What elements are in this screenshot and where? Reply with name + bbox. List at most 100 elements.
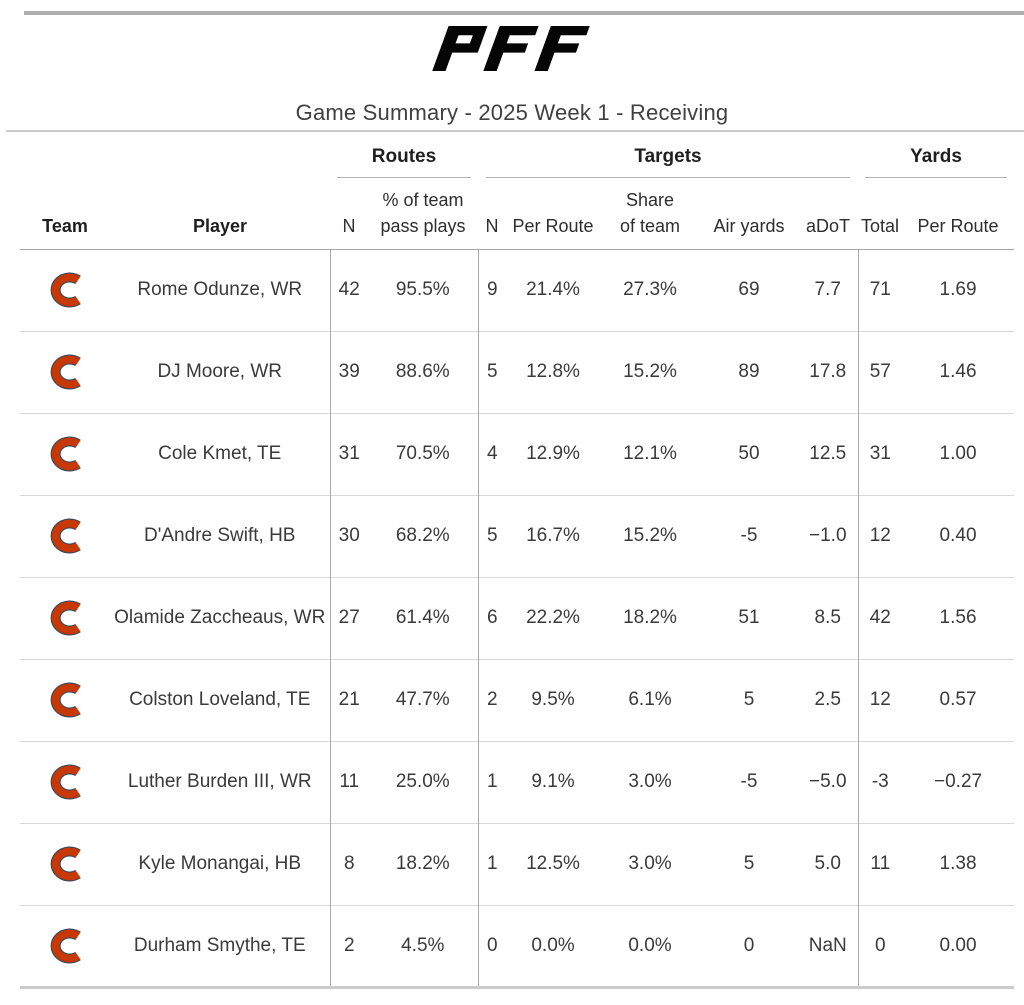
cell-routes-n: 31 xyxy=(329,412,368,495)
cell-yards-per-route: 0.00 xyxy=(902,904,1015,987)
cell-player: Colston Loveland, TE xyxy=(110,658,330,741)
cell-target-share: 0.0% xyxy=(600,904,700,987)
column-header-adot: aDoT xyxy=(798,178,859,250)
column-header-yards-per-route: Per Route xyxy=(902,178,1015,250)
cell-adot: 12.5 xyxy=(798,412,859,495)
cell-adot: −1.0 xyxy=(798,494,859,577)
cell-targets-n: 9 xyxy=(477,249,506,331)
cell-yards-total: 12 xyxy=(857,658,903,741)
cell-routes-n: 42 xyxy=(329,249,368,331)
pff-logo xyxy=(0,26,1024,71)
cell-target-share: 3.0% xyxy=(600,822,700,905)
table-row: Durham Smythe, TE 2 4.5% 0 0.0% 0.0% 0 N… xyxy=(20,904,1015,987)
cell-routes-pct: 88.6% xyxy=(368,330,478,413)
cell-yards-per-route: 1.69 xyxy=(939,279,977,300)
cell-air-yards: -5 xyxy=(700,494,798,577)
cell-yards-total: -3 xyxy=(857,740,903,823)
table-row: Kyle Monangai, HB 8 18.2% 1 12.5% 3.0% 5… xyxy=(20,822,1015,905)
cell-routes-n: 30 xyxy=(329,494,368,577)
cell-routes-n: 8 xyxy=(329,822,368,905)
cell-team-logo xyxy=(20,822,110,905)
cell-player: Olamide Zaccheaus, WR xyxy=(110,576,330,659)
bears-logo-icon xyxy=(50,272,81,308)
cell-team-logo xyxy=(20,249,110,331)
cell-targets-n: 2 xyxy=(477,658,506,741)
cell-target-share: 3.0% xyxy=(600,740,700,823)
cell-target-per-route: 0.0% xyxy=(506,904,600,987)
cell-yards-total: 42 xyxy=(857,576,903,659)
cell-target-per-route: 16.7% xyxy=(506,494,600,577)
cell-routes-n: 39 xyxy=(329,330,368,413)
cell-routes-pct: 18.2% xyxy=(368,822,478,905)
cell-routes-n: 2 xyxy=(329,904,368,987)
cell-air-yards: 89 xyxy=(700,330,798,413)
cell-targets-n: 6 xyxy=(477,576,506,659)
cell-routes-pct: 95.5% xyxy=(395,279,450,300)
bears-logo-icon xyxy=(50,846,81,882)
cell-air-yards: 51 xyxy=(700,576,798,659)
column-header-total: Total xyxy=(858,178,903,250)
table-row: Rome Odunze, WR 42 95.5% 9 21.4% 27.3% 6… xyxy=(20,249,1014,331)
cell-air-yards: 0 xyxy=(700,904,798,987)
cell-routes-pct: 61.4% xyxy=(368,576,478,659)
cell-target-share: 6.1% xyxy=(600,658,700,741)
cell-target-per-route: 9.1% xyxy=(506,740,600,823)
column-header-routes-n: N xyxy=(330,178,368,250)
cell-yards-total: 12 xyxy=(857,494,903,577)
cell-player: Luther Burden III, WR xyxy=(110,740,330,823)
group-header-targets: Targets xyxy=(478,132,858,178)
cell-targets-n: 4 xyxy=(477,412,506,495)
cell-adot: 17.8 xyxy=(798,330,859,413)
cell-target-share: 18.2% xyxy=(600,576,700,659)
bears-logo-icon xyxy=(50,764,81,800)
column-header-player: Player xyxy=(110,178,330,250)
table-row: Colston Loveland, TE 21 47.7% 2 9.5% 6.1… xyxy=(20,658,1015,741)
cell-routes-pct: 70.5% xyxy=(368,412,478,495)
cell-target-per-route: 21.4% xyxy=(526,279,580,300)
cell-team-logo xyxy=(20,740,110,823)
cell-adot: 5.0 xyxy=(798,822,859,905)
cell-air-yards: 69 xyxy=(738,279,760,300)
cell-yards-per-route: 1.38 xyxy=(902,822,1015,905)
title-divider xyxy=(6,130,1024,132)
cell-routes-n: 27 xyxy=(329,576,368,659)
cell-targets-n: 5 xyxy=(477,330,506,413)
bears-logo-icon xyxy=(50,600,81,636)
cell-yards-per-route: 1.56 xyxy=(902,576,1015,659)
cell-routes-pct: 25.0% xyxy=(368,740,478,823)
table-row: D'Andre Swift, HB 30 68.2% 5 16.7% 15.2%… xyxy=(20,494,1015,577)
cell-target-per-route: 9.5% xyxy=(506,658,600,741)
cell-team-logo xyxy=(20,330,110,413)
cell-targets-n: 1 xyxy=(477,822,506,905)
cell-yards-per-route: 1.46 xyxy=(902,330,1015,413)
cell-target-per-route: 22.2% xyxy=(506,576,600,659)
column-header-targets-n: N xyxy=(478,178,506,250)
bears-logo-icon xyxy=(50,518,81,554)
column-header-share: Share of team xyxy=(600,178,700,250)
cell-routes-pct: 4.5% xyxy=(368,904,478,987)
cell-target-share: 15.2% xyxy=(600,494,700,577)
cell-player: DJ Moore, WR xyxy=(110,330,330,413)
cell-target-per-route: 12.5% xyxy=(506,822,600,905)
cell-yards-total: 11 xyxy=(857,822,903,905)
bears-logo-icon xyxy=(50,354,81,390)
cell-routes-pct: 68.2% xyxy=(368,494,478,577)
cell-routes-n: 11 xyxy=(329,740,368,823)
cell-yards-per-route: 0.57 xyxy=(902,658,1015,741)
column-header-routes-pct: % of team pass plays xyxy=(368,178,478,250)
cell-target-share: 27.3% xyxy=(623,279,677,300)
cell-air-yards: 5 xyxy=(700,822,798,905)
cell-targets-n: 1 xyxy=(477,740,506,823)
page-title: Game Summary - 2025 Week 1 - Receiving xyxy=(295,100,729,125)
table-row: Luther Burden III, WR 11 25.0% 1 9.1% 3.… xyxy=(20,740,1015,823)
cell-player: Cole Kmet, TE xyxy=(110,412,330,495)
group-header-yards: Yards xyxy=(858,132,1014,178)
cell-adot: NaN xyxy=(798,904,859,987)
cell-targets-n: 0 xyxy=(477,904,506,987)
cell-player: D'Andre Swift, HB xyxy=(110,494,330,577)
cell-yards-per-route: 0.40 xyxy=(902,494,1015,577)
cell-yards-per-route: 1.00 xyxy=(902,412,1015,495)
cell-player: Kyle Monangai, HB xyxy=(110,822,330,905)
group-header-row: Routes Targets Yards xyxy=(20,132,1014,178)
cell-target-share: 15.2% xyxy=(600,330,700,413)
